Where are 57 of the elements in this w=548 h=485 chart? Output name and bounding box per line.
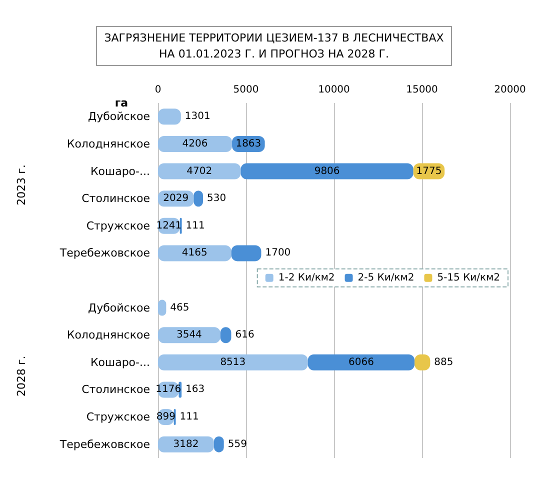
data-label: 9806 [314, 166, 340, 177]
bar [158, 163, 241, 180]
data-label: 559 [228, 438, 247, 450]
y-tick-label: Столинское [82, 383, 150, 396]
legend-label: 1-2 Ки/км2 [278, 272, 335, 284]
legend-label: 5-15 Ки/км2 [437, 272, 500, 284]
data-label: 1700 [265, 248, 291, 259]
data-label: 4206 [182, 138, 208, 150]
data-label: 4702 [186, 166, 212, 177]
data-label: 899 [156, 412, 176, 423]
text: 2028 г. [15, 356, 28, 396]
text: 2023 г. [15, 164, 28, 206]
chart-title: ЗАГРЯЗНЕНИЕ ТЕРРИТОРИИ ЦЕЗИЕМ-137 В ЛЕСНИЧЕСТВАХ НА 01.01.2023 Г. И ПРОГНОЗ НА 2028 Г. [104, 32, 444, 60]
bar [158, 436, 214, 452]
x-tick-label: 0 [154, 84, 162, 96]
y-tick-label: Дубойское [88, 301, 150, 314]
x-tick-label: 10000 [318, 84, 350, 96]
x-axis-title: га [114, 96, 128, 110]
x-tick-label: 5000 [233, 84, 259, 96]
data-label: 1176 [156, 384, 182, 396]
data-label: 616 [235, 330, 254, 341]
bar [158, 327, 220, 344]
y-tick-label: Кошаро-... [90, 356, 150, 369]
x-tick-label: 20000 [494, 84, 526, 96]
y-tick-label: Стружское [86, 410, 150, 424]
bar [158, 245, 232, 262]
data-label: 3544 [176, 330, 202, 341]
bar [240, 163, 414, 180]
y-tick-label: Дубойское [88, 110, 150, 124]
bar [158, 136, 232, 152]
bar [308, 354, 415, 370]
x-tick-label: 15000 [406, 84, 438, 96]
data-label: 8513 [220, 356, 246, 368]
data-label: 1775 [416, 166, 442, 177]
y-tick-label: Теребежовское [58, 438, 150, 451]
data-label: 2029 [163, 193, 189, 204]
data-label: 6066 [348, 356, 374, 368]
data-label: 111 [186, 220, 205, 232]
y-tick-label: Столинское [82, 192, 150, 206]
data-label: 1241 [156, 220, 182, 232]
data-label: 885 [434, 356, 454, 368]
y-tick-label: Кошаро-... [90, 164, 150, 178]
data-label: 4165 [182, 248, 208, 259]
legend-label: 2-5 Ки/км2 [358, 272, 414, 284]
bar [158, 354, 308, 370]
y-tick-label: Теребежовское [58, 246, 150, 260]
data-label: 1301 [184, 111, 210, 122]
y-tick-label: Колоднянское [66, 137, 150, 150]
data-label: 1863 [236, 138, 262, 150]
data-label: 530 [207, 193, 226, 204]
data-label: 163 [186, 384, 205, 396]
y-tick-label: Колоднянское [66, 328, 150, 342]
data-label: 111 [180, 412, 199, 423]
y-tick-label: Стружское [86, 219, 150, 232]
bar [231, 245, 262, 262]
data-label: 465 [170, 302, 190, 314]
data-label: 3182 [173, 438, 199, 450]
